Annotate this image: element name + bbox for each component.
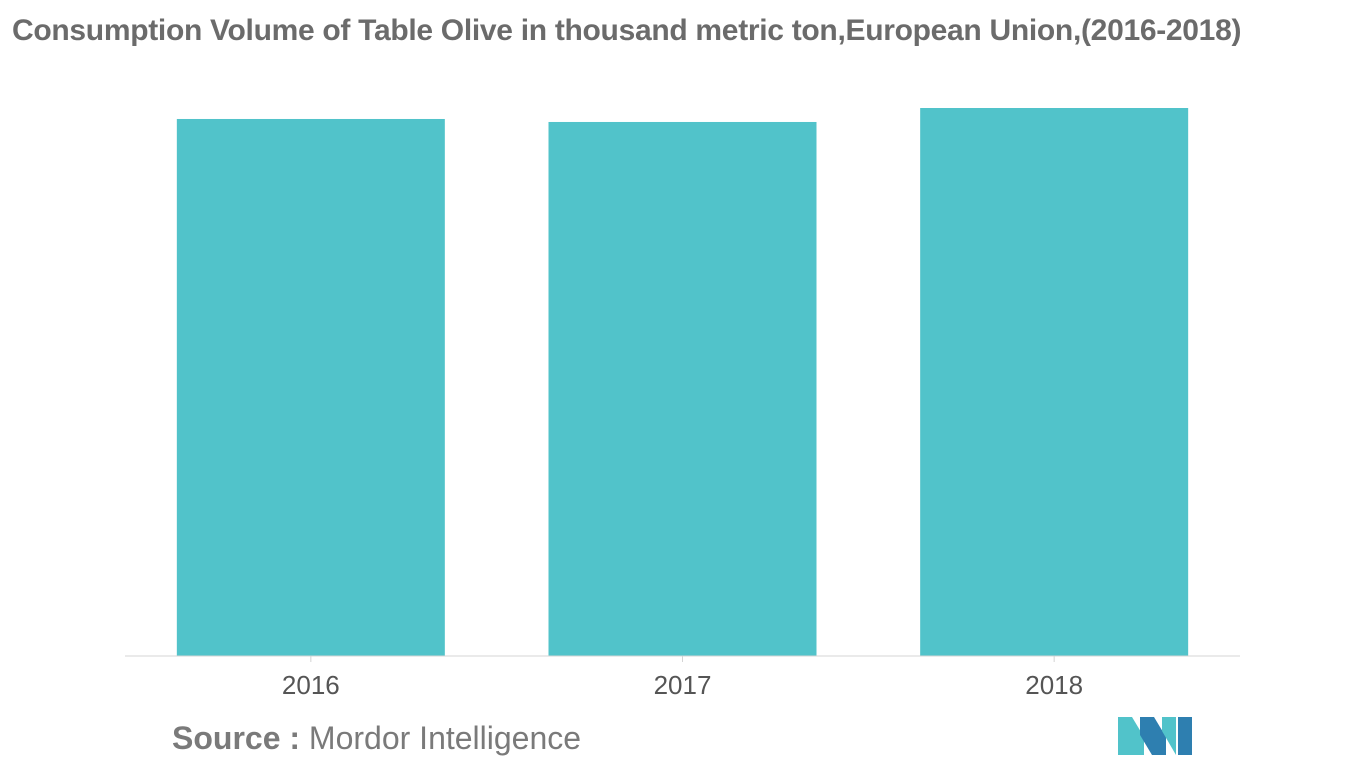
bars-group bbox=[176, 108, 1189, 657]
mordor-intelligence-logo-icon bbox=[1118, 717, 1192, 755]
source-line: Source : Mordor Intelligence bbox=[172, 720, 581, 757]
x-tick-label-2016: 2016 bbox=[282, 670, 340, 700]
x-ticks-group: 2016 2017 2018 bbox=[282, 656, 1083, 700]
source-label: Source : bbox=[172, 720, 301, 756]
bar-2018 bbox=[920, 108, 1189, 656]
source-text: Mordor Intelligence bbox=[308, 720, 582, 756]
chart-title: Consumption Volume of Table Olive in tho… bbox=[12, 14, 1242, 47]
bar-2016 bbox=[176, 118, 445, 656]
x-tick-label-2017: 2017 bbox=[654, 670, 712, 700]
bar-2017 bbox=[548, 121, 817, 657]
x-tick-label-2018: 2018 bbox=[1025, 670, 1083, 700]
